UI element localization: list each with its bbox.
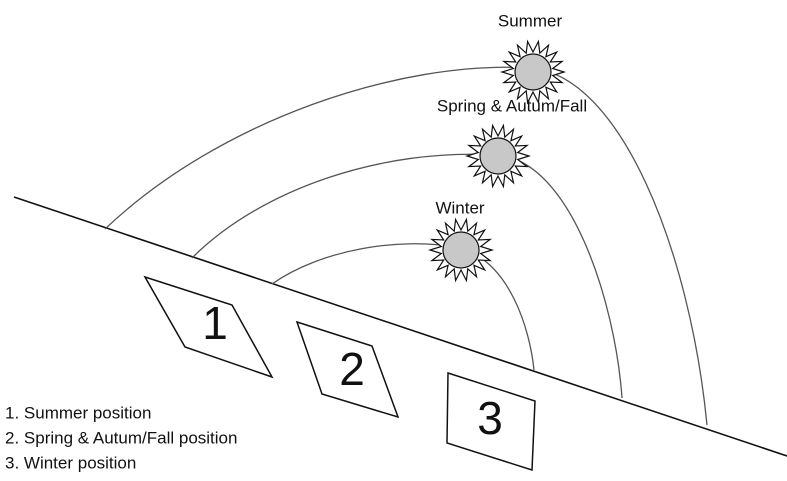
sun xyxy=(443,232,479,268)
sun xyxy=(515,54,551,90)
season-label: Summer xyxy=(498,11,563,30)
sun xyxy=(480,138,516,174)
legend-item: 1. Summer position xyxy=(5,403,151,422)
legend-item: 2. Spring & Autum/Fall position xyxy=(5,428,237,447)
panel-number: 2 xyxy=(339,343,365,395)
summer-arc xyxy=(105,67,707,425)
diagram: 1 2 3 Summer Spring & Autum/Fall Winter … xyxy=(0,0,787,481)
season-label: Spring & Autum/Fall xyxy=(437,96,587,115)
panel-number: 1 xyxy=(202,297,228,349)
panel-number: 3 xyxy=(477,392,503,444)
legend-item: 3. Winter position xyxy=(5,453,136,472)
season-label: Winter xyxy=(435,198,484,217)
